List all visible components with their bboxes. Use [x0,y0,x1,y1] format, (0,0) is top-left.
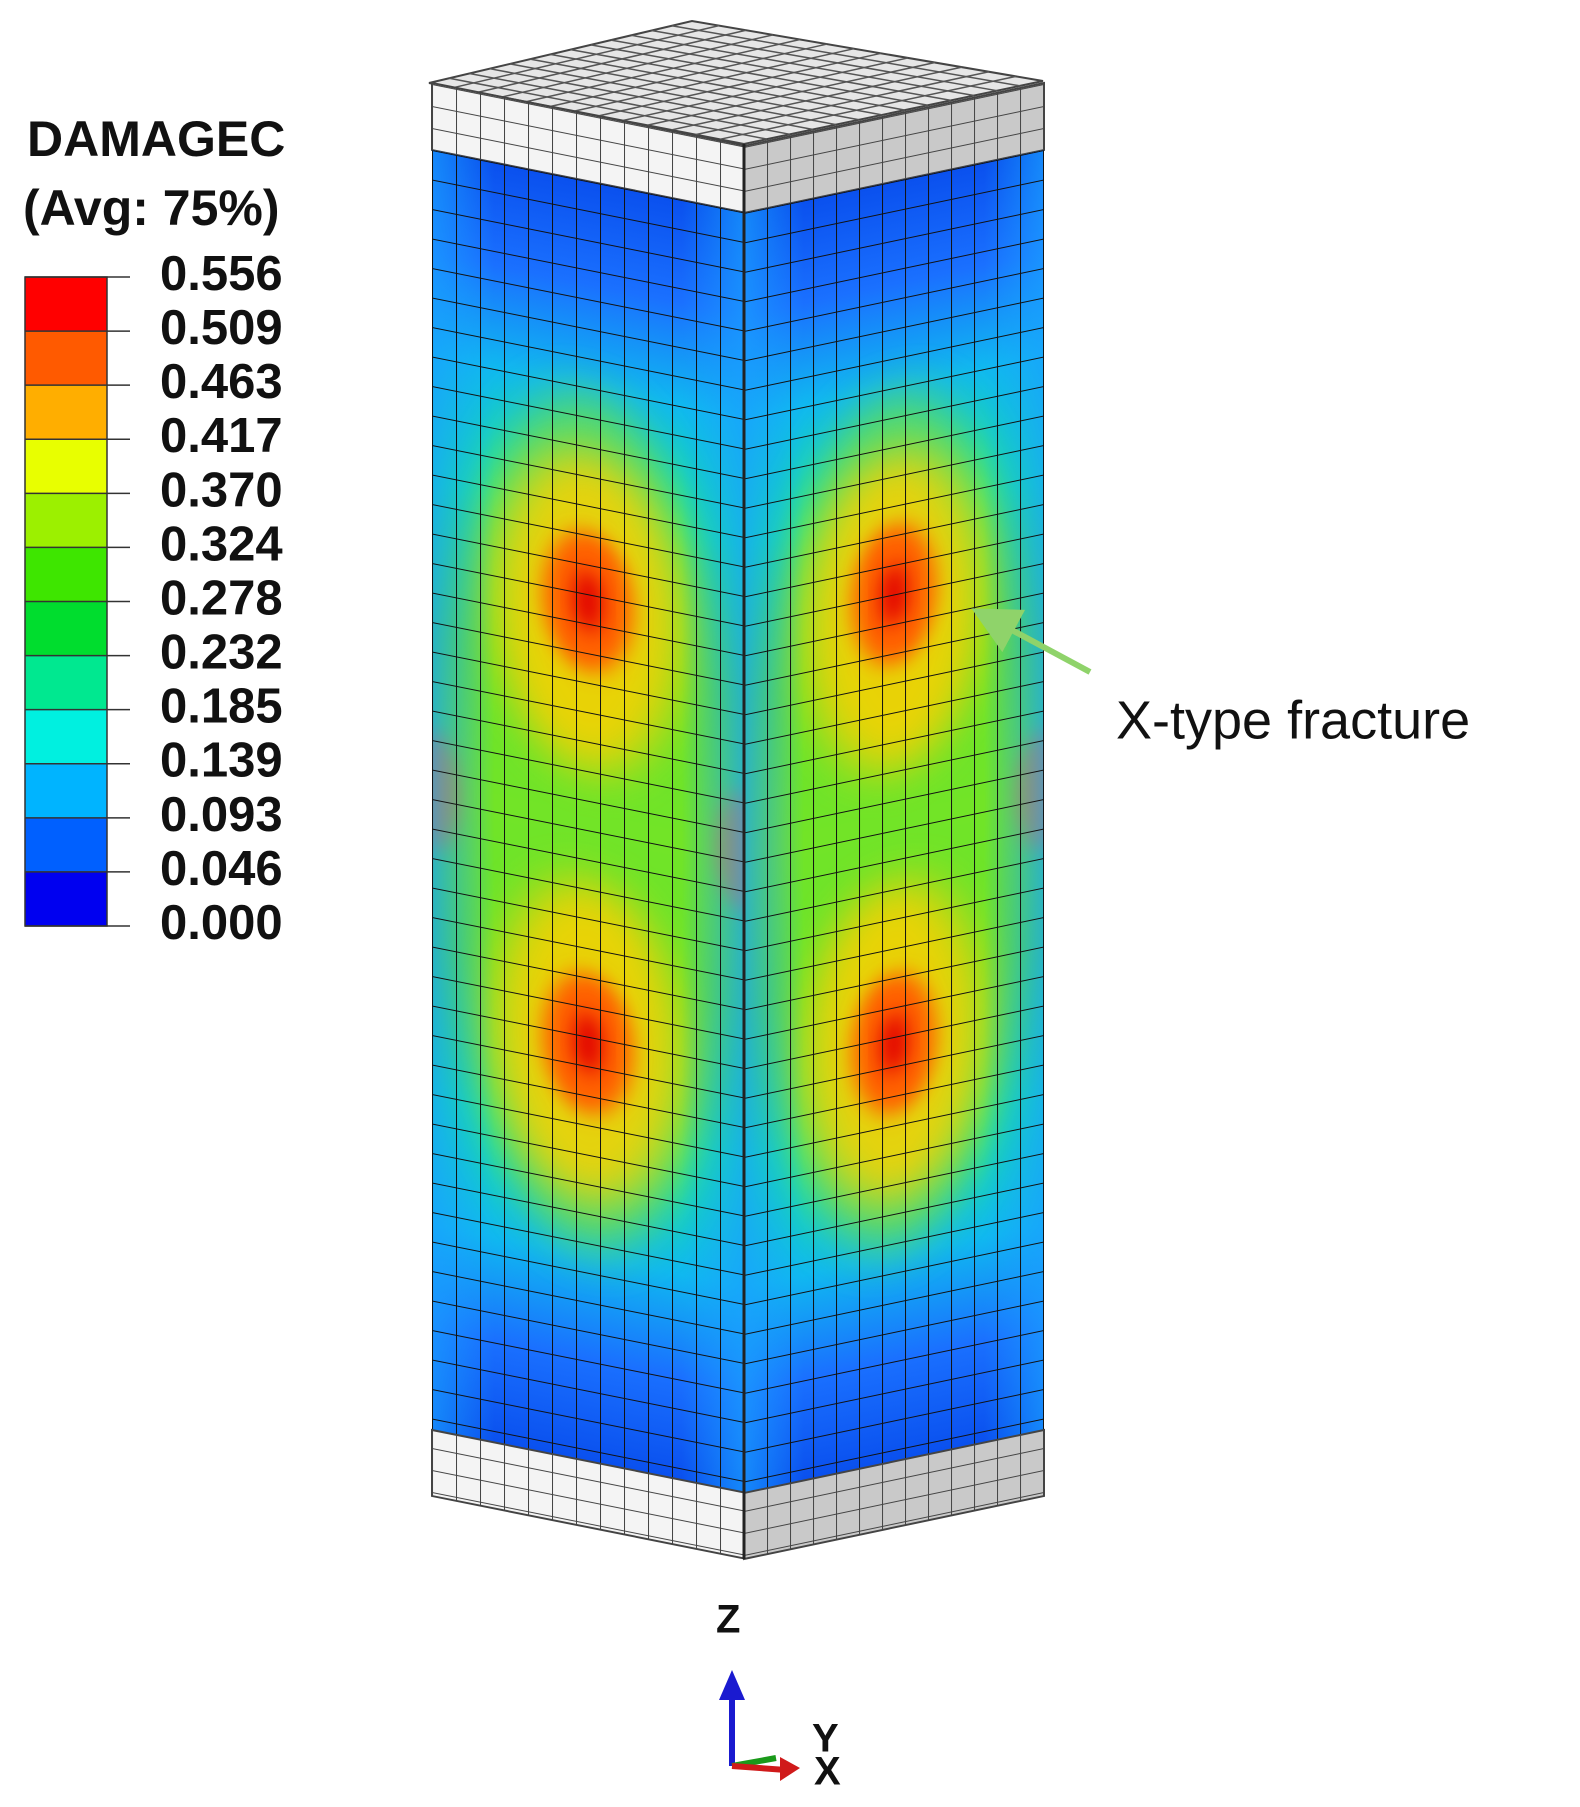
legend-title: DAMAGEC [27,111,285,167]
top-grid-line [671,25,1021,87]
axis-x-label: X [814,1750,841,1794]
annotation-arrow [971,608,1092,675]
legend-level: 0.370 [160,463,283,517]
left-face [431,81,745,1560]
top-grid-line [719,75,1017,141]
color-band [25,709,107,764]
color-band [25,439,107,494]
top-grid-line [453,24,720,89]
color-band [25,331,107,386]
legend-level: 0.000 [160,896,283,950]
top-grid [449,24,1021,141]
legend-level: 0.278 [160,571,283,625]
top-grid-line [477,29,747,94]
top-grid-line [501,34,774,98]
right-face [743,81,1045,1561]
top-grid-line [549,43,828,108]
color-band [25,871,107,926]
legend-level: 0.324 [160,517,283,571]
top-grid-line [631,34,975,97]
axis-z-label: Z [716,1598,740,1642]
top-grid-line [671,66,963,131]
top-grid-line [509,63,837,126]
color-band [25,601,107,656]
legend-level: 0.093 [160,788,283,842]
top-grid-line [550,53,883,116]
top-grid-line [651,29,998,92]
top-grid-line [469,72,791,136]
color-band [25,763,107,818]
legend-level: 0.417 [160,409,283,463]
color-band [25,385,107,440]
axis-y-label: Y [812,1717,839,1761]
legend-subtitle: (Avg: 75%) [23,180,280,236]
top-grid-line [525,38,801,103]
axis-x-head [780,1757,800,1781]
legend-level: 0.139 [160,734,283,788]
legend-level: 0.509 [160,301,283,355]
legend-level: 0.463 [160,355,283,409]
colorbar: 0.5560.5090.4630.4170.3700.3240.2780.232… [24,247,283,950]
top-grid-line [574,47,855,112]
top-grid-line [646,61,936,126]
color-band [25,493,107,548]
top-grid-line [449,77,768,140]
top-grid-line [695,71,990,136]
top-grid-line [622,57,909,122]
top-grid-line [489,67,814,131]
axis-x-arrow [731,1763,787,1773]
annotation: X-type fracture [1116,690,1470,750]
axis-z-head [719,1670,745,1700]
top-grid-line [598,52,882,117]
top-grid-line [590,44,929,106]
top-grid-line [610,39,952,102]
legend-level: 0.232 [160,626,283,680]
color-band [25,547,107,602]
color-band [25,817,107,872]
top-grid-line [570,48,906,111]
top-grid-line [530,58,860,121]
color-band [25,277,107,332]
legend-level: 0.556 [160,247,283,301]
legend-level: 0.185 [160,680,283,734]
legend-level: 0.046 [160,842,283,896]
color-band [25,655,107,710]
